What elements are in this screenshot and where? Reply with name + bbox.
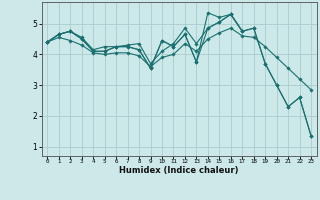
X-axis label: Humidex (Indice chaleur): Humidex (Indice chaleur) bbox=[119, 166, 239, 175]
